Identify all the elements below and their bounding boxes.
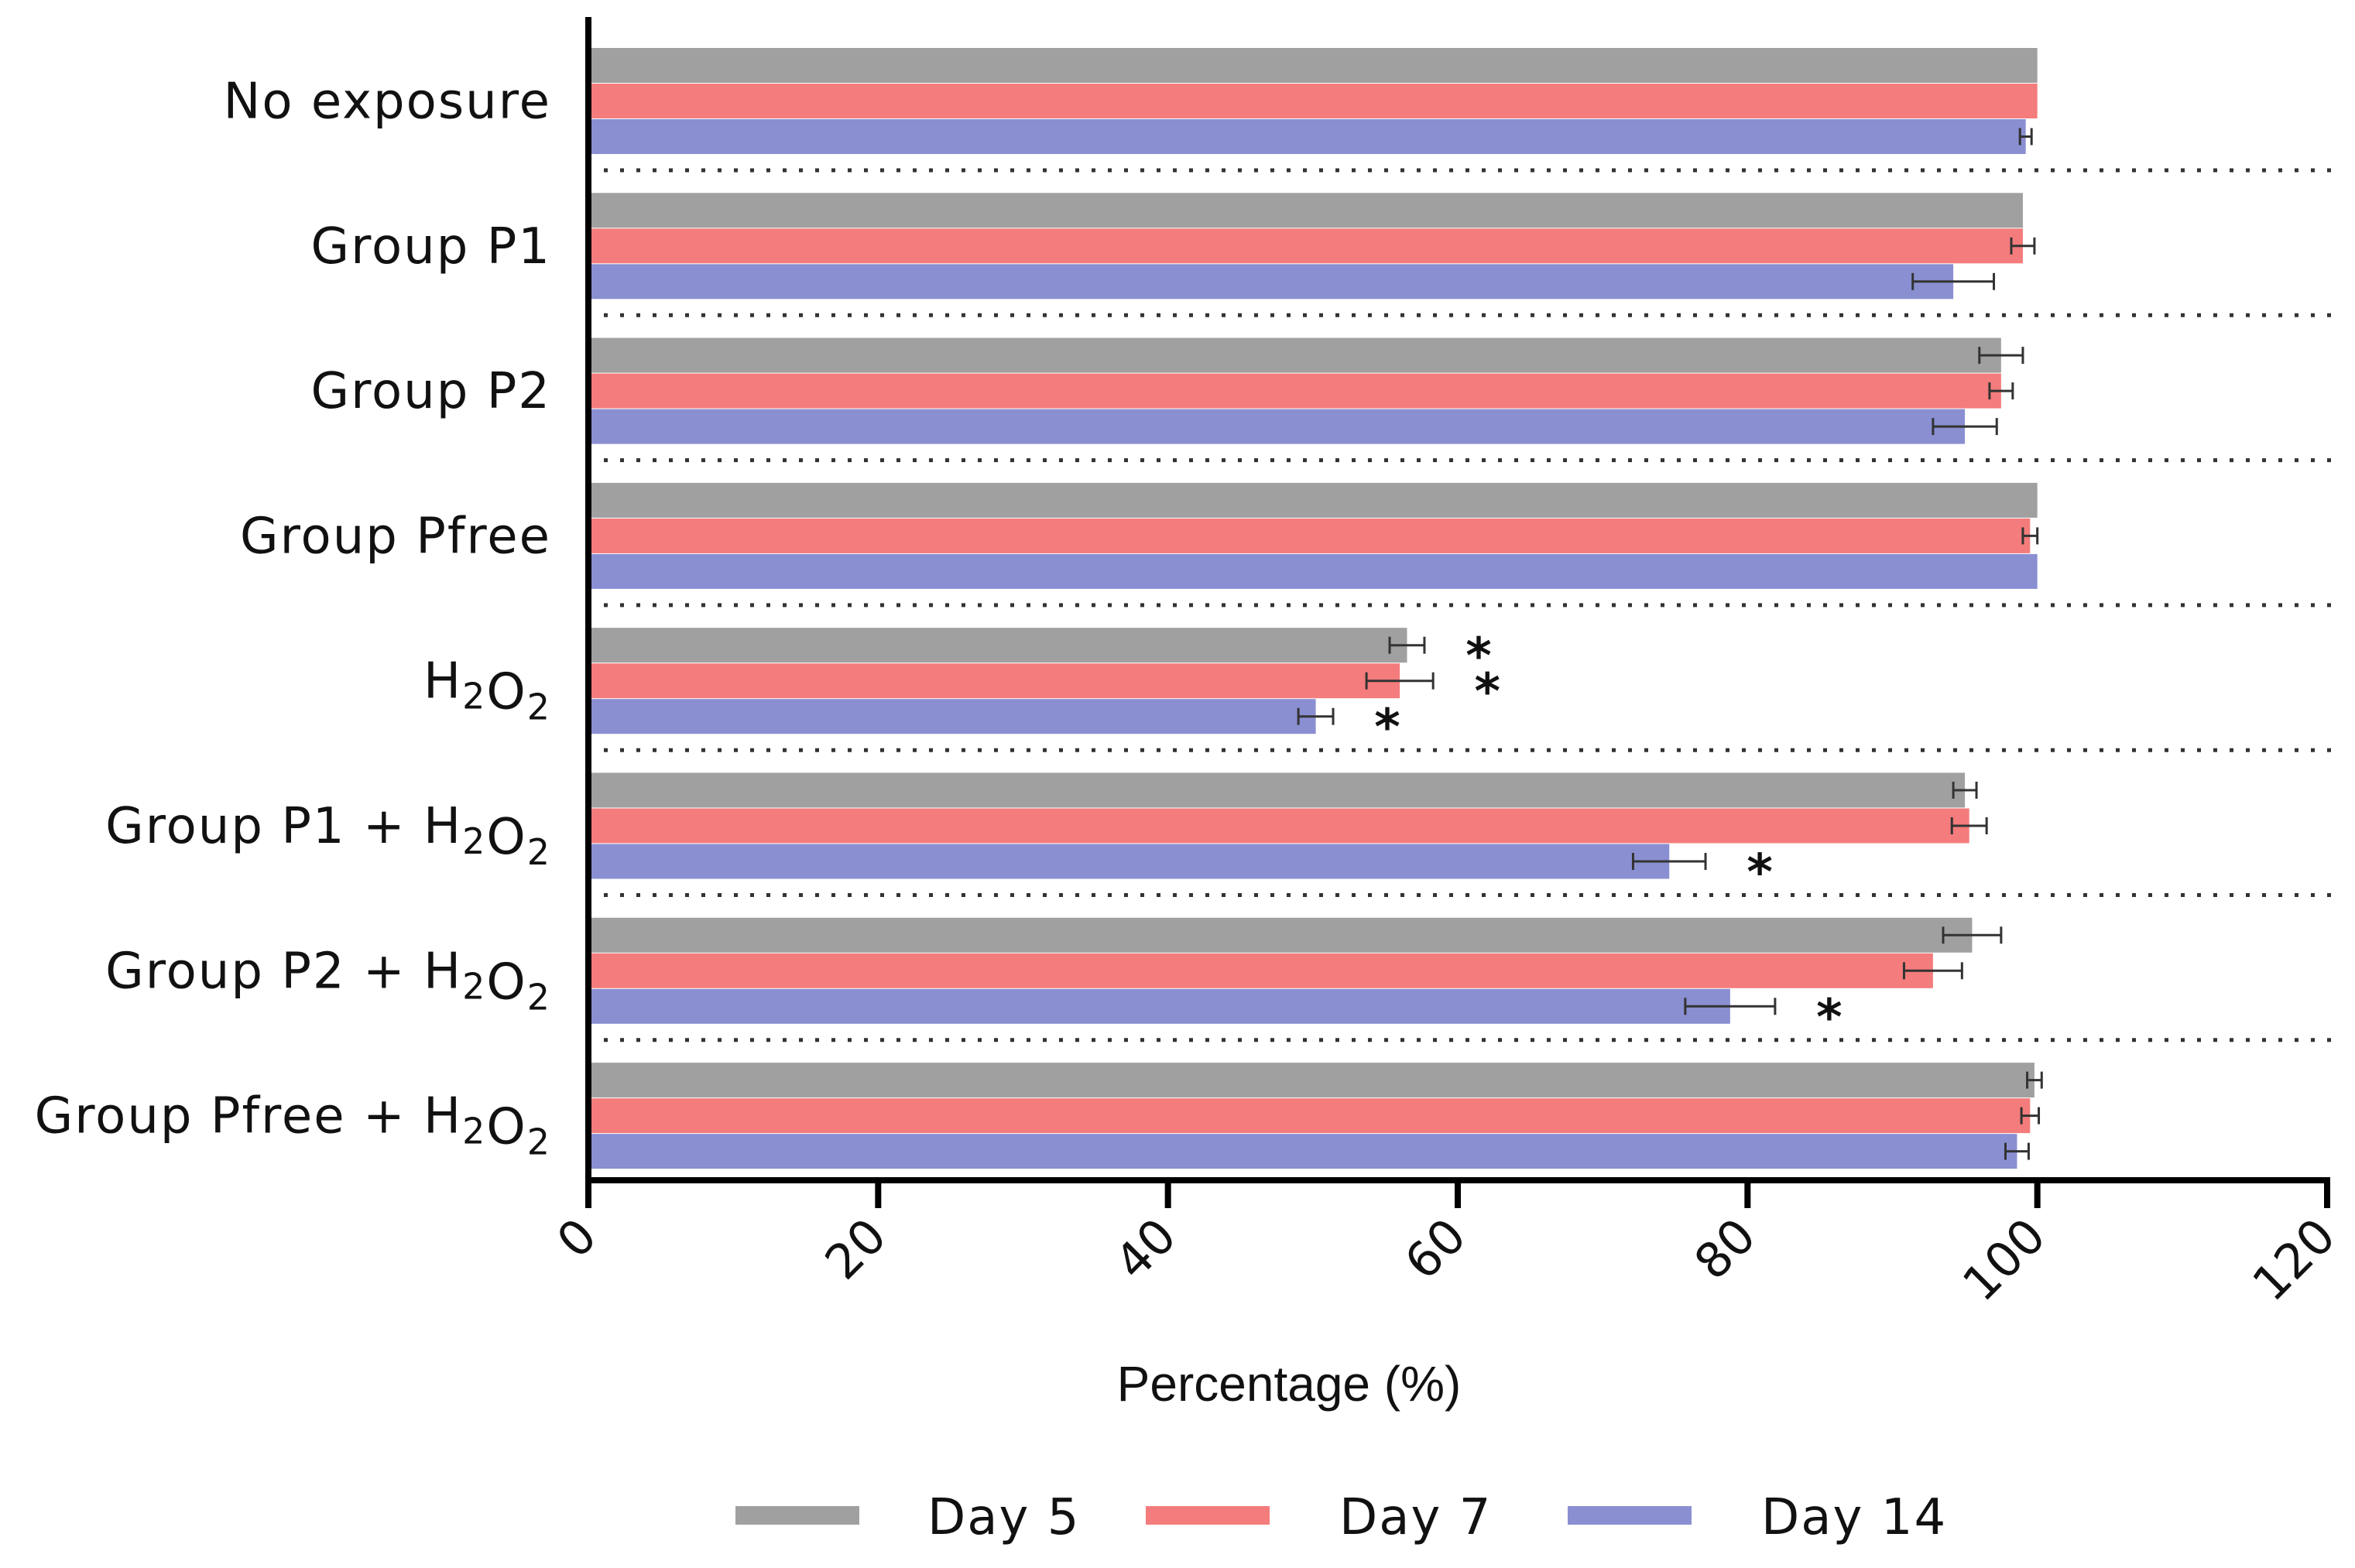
separator-lines <box>604 168 2338 1042</box>
bar-day-7 <box>588 663 1400 699</box>
x-tick-label: 100 <box>1952 1207 2056 1312</box>
x-tick-label: 120 <box>2241 1207 2346 1312</box>
bar-day-5 <box>588 917 1973 953</box>
bar-day-14 <box>588 1134 2017 1169</box>
bar-day-14 <box>588 119 2026 154</box>
x-tick-label: 0 <box>546 1207 608 1269</box>
bar-day-7 <box>588 518 2031 553</box>
significance-star: * <box>1816 989 1842 1046</box>
bar-day-5 <box>588 337 2001 373</box>
bars-layer <box>588 48 2038 1169</box>
category-label: Group P2 + H2O2 <box>105 943 551 1018</box>
significance-star: * <box>1747 844 1772 902</box>
bar-day-7 <box>588 373 2001 409</box>
x-tick-label: 20 <box>814 1207 897 1290</box>
bar-day-7 <box>588 953 1933 988</box>
legend-label: Day 7 <box>1339 1489 1492 1546</box>
x-axis-title: Percentage (%) <box>1117 1356 1462 1412</box>
bar-day-14 <box>588 553 2038 589</box>
bar-day-5 <box>588 772 1966 808</box>
category-label: No exposure <box>224 74 551 131</box>
bar-day-5 <box>588 628 1407 663</box>
category-label: Group P1 + H2O2 <box>105 798 551 873</box>
error-bars-layer <box>1297 128 2043 1160</box>
bar-day-14 <box>588 699 1316 734</box>
category-label: Group P1 <box>311 218 552 276</box>
x-axis-ticks: 0 20 40 60 80 100 120 <box>546 1180 2346 1312</box>
x-tick-label: 80 <box>1684 1207 1767 1290</box>
bar-day-5 <box>588 482 2038 518</box>
x-tick-label: 40 <box>1104 1207 1187 1290</box>
bar-day-5 <box>588 48 2038 83</box>
category-label: Group Pfree <box>240 508 551 565</box>
bar-day-5 <box>588 1063 2034 1098</box>
category-labels: No exposure Group P1 Group P2 Group Pfree H2… <box>35 74 552 1163</box>
significance-markers: ***** <box>1374 628 1842 1047</box>
bar-day-7 <box>588 84 2038 118</box>
x-tick-label: 60 <box>1393 1207 1476 1290</box>
legend-label: Day 14 <box>1761 1489 1947 1546</box>
significance-star: * <box>1465 628 1491 686</box>
legend-label: Day 5 <box>927 1489 1080 1546</box>
bar-day-7 <box>588 1098 2031 1134</box>
category-label: H2O2 <box>423 653 551 728</box>
bar-day-5 <box>588 193 2023 228</box>
significance-star: * <box>1374 700 1400 757</box>
category-label: Group Pfree + H2O2 <box>35 1088 551 1163</box>
bar-day-14 <box>588 988 1730 1024</box>
significance-star: * <box>1474 664 1500 721</box>
bar-day-14 <box>588 844 1670 879</box>
bar-day-7 <box>588 228 2023 264</box>
bar-day-14 <box>588 409 1966 444</box>
bar-day-7 <box>588 808 1969 844</box>
bar-day-14 <box>588 264 1954 300</box>
legend: Day 5 Day 7 Day 14 <box>735 1489 1947 1546</box>
category-label: Group P2 <box>311 363 552 420</box>
